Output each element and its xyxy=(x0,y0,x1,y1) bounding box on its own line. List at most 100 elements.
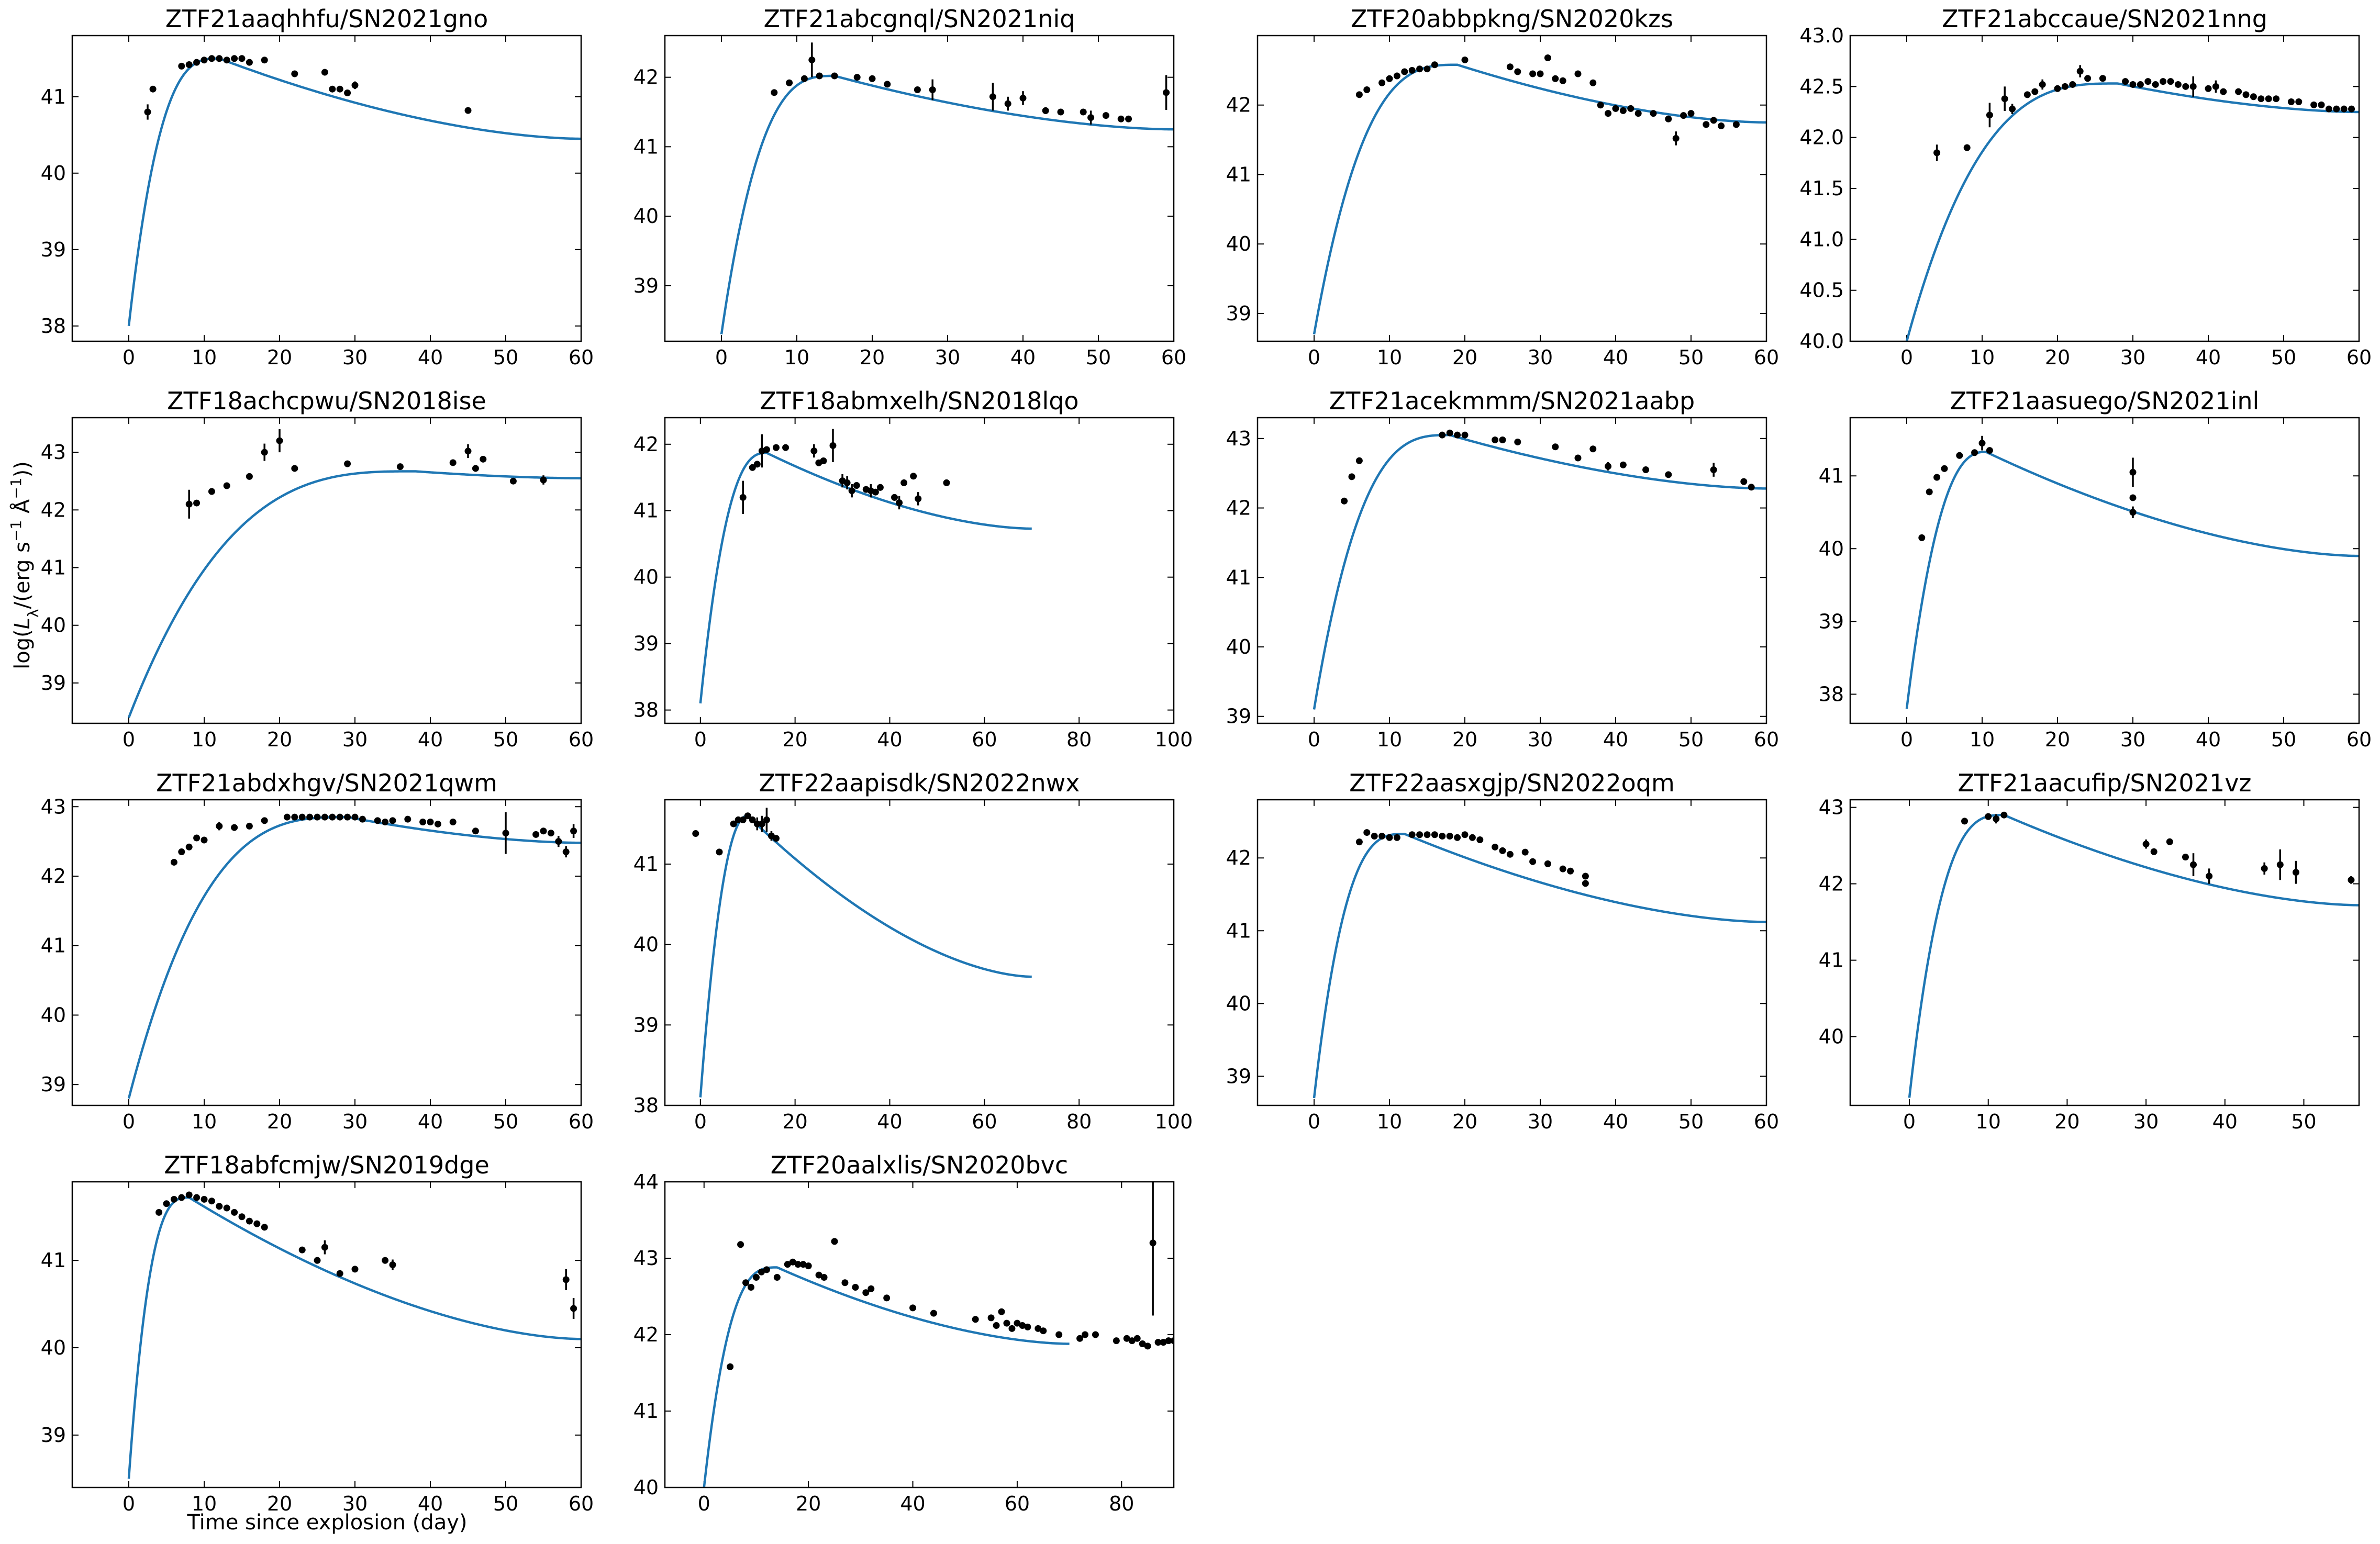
data-point xyxy=(570,1305,577,1312)
data-point xyxy=(1113,1337,1120,1345)
x-tick-label: 10 xyxy=(192,1492,217,1515)
data-point xyxy=(2152,81,2159,88)
y-tick-label: 42 xyxy=(41,865,66,888)
data-point xyxy=(261,817,268,824)
data-point xyxy=(1014,1319,1021,1327)
y-tick-label: 38 xyxy=(633,1094,659,1117)
data-point xyxy=(1748,484,1755,491)
model-curve xyxy=(1313,833,1766,1099)
data-point xyxy=(1035,1325,1042,1332)
y-tick-label: 41 xyxy=(41,85,66,108)
data-point xyxy=(737,1241,744,1248)
data-point xyxy=(929,86,936,94)
data-point xyxy=(178,1194,185,1201)
data-point xyxy=(464,447,472,455)
model-curve xyxy=(699,814,1032,1098)
data-point xyxy=(2069,81,2076,88)
panel-title: ZTF21aaqhhfu/SN2021gno xyxy=(165,5,488,33)
y-tick-label: 39 xyxy=(1226,1065,1251,1088)
x-tick-label: 30 xyxy=(2120,728,2145,751)
data-point xyxy=(1386,834,1393,841)
data-point xyxy=(208,1198,215,1205)
x-tick-label: 60 xyxy=(2346,728,2372,751)
data-point xyxy=(1393,834,1400,841)
data-point xyxy=(2220,88,2227,95)
data-point xyxy=(2160,78,2167,85)
x-tick-label: 30 xyxy=(1528,1110,1553,1133)
data-point xyxy=(298,813,306,821)
data-point xyxy=(1582,880,1589,887)
x-tick-label: 20 xyxy=(267,1110,292,1133)
x-tick-label: 40 xyxy=(1603,728,1628,751)
data-point xyxy=(891,494,898,501)
data-point xyxy=(2129,509,2137,516)
data-point xyxy=(1163,89,1170,96)
axes-frame xyxy=(1256,35,1767,342)
data-point xyxy=(540,476,547,484)
panel-title: ZTF22aapisdk/SN2022nwx xyxy=(759,769,1080,797)
data-point xyxy=(2206,872,2213,880)
data-point xyxy=(291,70,298,77)
data-point xyxy=(329,813,336,821)
data-point xyxy=(883,1294,891,1302)
x-tick-label: 20 xyxy=(1452,346,1477,369)
x-tick-label: 30 xyxy=(342,1492,368,1515)
data-point xyxy=(2189,83,2197,90)
data-point xyxy=(246,59,253,66)
x-tick-label: 30 xyxy=(935,346,960,369)
data-point xyxy=(1589,445,1597,453)
data-point xyxy=(1514,438,1521,445)
data-point xyxy=(246,822,253,830)
data-point xyxy=(1680,112,1687,119)
x-tick-label: 80 xyxy=(1109,1492,1134,1515)
y-tick-label: 40 xyxy=(1819,537,1844,560)
model-curve xyxy=(699,452,1032,704)
panel-title: ZTF21aasuego/SN2021inl xyxy=(1950,387,2260,415)
data-point xyxy=(1024,1323,1031,1330)
panel-title: ZTF21aacufip/SN2021vz xyxy=(1958,769,2251,797)
model-curve xyxy=(127,57,581,327)
y-tick-label: 41 xyxy=(41,1249,66,1272)
data-point xyxy=(2167,78,2174,85)
x-tick-label: 20 xyxy=(796,1492,821,1515)
y-tick-label: 41 xyxy=(1226,566,1251,589)
x-tick-label: 10 xyxy=(1976,1110,2001,1133)
data-point xyxy=(1355,838,1363,846)
data-point xyxy=(772,835,780,842)
data-point xyxy=(2235,88,2242,95)
axes-frame xyxy=(664,1181,1175,1489)
x-tick-label: 20 xyxy=(1452,728,1477,751)
data-point xyxy=(1461,431,1469,439)
data-point xyxy=(547,830,554,837)
x-tick-label: 0 xyxy=(123,346,135,369)
x-tick-label: 40 xyxy=(2196,728,2221,751)
data-point xyxy=(1552,75,1559,82)
data-point xyxy=(1431,61,1438,69)
y-tick-label: 42 xyxy=(1819,872,1844,896)
data-point xyxy=(1642,466,1650,474)
data-point xyxy=(306,813,314,821)
data-point xyxy=(1718,122,1725,130)
data-point xyxy=(321,69,328,76)
x-tick-label: 50 xyxy=(2291,1110,2316,1133)
y-tick-label: 40 xyxy=(41,162,66,185)
data-point xyxy=(472,827,479,835)
y-tick-label: 43 xyxy=(1226,427,1251,450)
data-point xyxy=(829,442,837,449)
data-point xyxy=(1019,94,1027,102)
data-point xyxy=(1123,1335,1130,1342)
data-point xyxy=(786,79,793,86)
data-point xyxy=(1363,829,1371,836)
data-point xyxy=(1408,66,1416,74)
data-point xyxy=(374,817,381,824)
data-point xyxy=(163,1200,170,1207)
data-point xyxy=(231,1209,238,1216)
data-point xyxy=(1506,63,1514,71)
x-tick-label: 30 xyxy=(342,346,368,369)
data-point xyxy=(1582,872,1589,880)
panel-13: ZTF20aalxlis/SN2020bvc 0 20 40 60 80 40 41 42 43 4… xyxy=(633,1151,1175,1515)
data-point xyxy=(449,459,457,466)
data-point xyxy=(749,816,756,823)
data-point xyxy=(170,1195,177,1203)
